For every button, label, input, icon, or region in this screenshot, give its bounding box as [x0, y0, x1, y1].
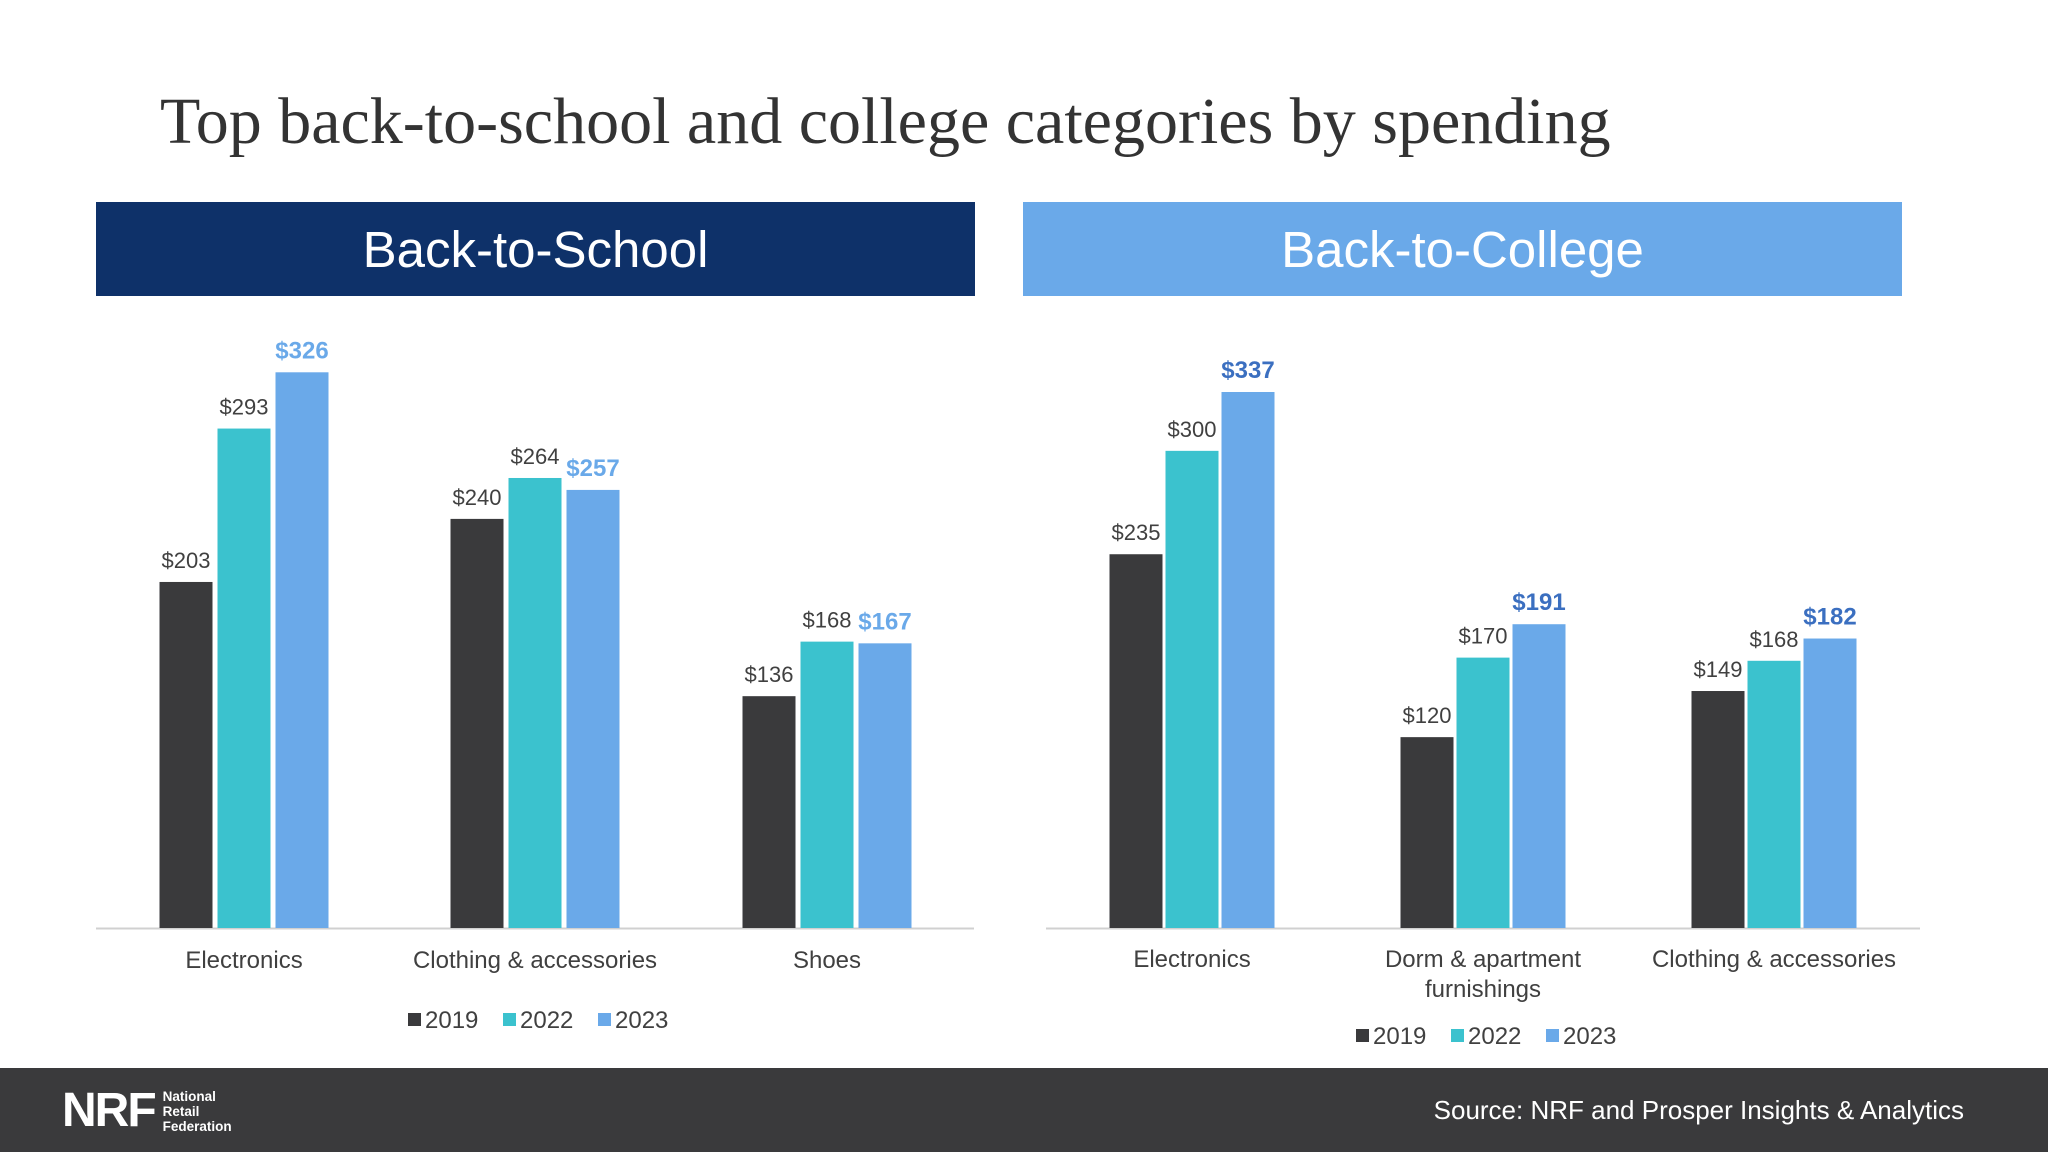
logo-word: National — [162, 1088, 216, 1104]
bar-2019 — [159, 581, 213, 928]
legend-label-2023: 2023 — [1563, 1023, 1616, 1050]
bar-2019 — [1109, 554, 1163, 928]
back-to-school-header-label: Back-to-School — [362, 220, 709, 278]
data-label-2019: $120 — [1403, 703, 1452, 728]
bar-2023 — [1512, 624, 1566, 928]
data-label-2022: $170 — [1459, 624, 1508, 649]
bar-2019 — [1400, 737, 1454, 928]
back-to-college-header: Back-to-College — [1023, 202, 1902, 296]
category-label: Electronics — [185, 947, 302, 974]
bar-2022 — [508, 477, 562, 928]
data-label-2019: $235 — [1112, 520, 1161, 545]
bar-2022 — [1456, 657, 1510, 928]
bar-2022 — [1747, 660, 1801, 928]
data-label-2022: $300 — [1168, 417, 1217, 442]
legend-swatch-2019 — [408, 1013, 421, 1026]
data-label-2019: $203 — [162, 548, 211, 573]
bar-2023 — [858, 643, 912, 928]
bar-2023 — [566, 489, 620, 928]
bar-2023 — [275, 372, 329, 928]
nrf-logo: NRF National Retail Federation — [62, 1086, 232, 1136]
legend-label-2019: 2019 — [425, 1007, 478, 1034]
data-label-2023: $167 — [858, 608, 911, 635]
bar-2022 — [1165, 450, 1219, 928]
data-label-2022: $168 — [803, 608, 852, 633]
category-label: Clothing & accessories — [1652, 946, 1896, 973]
bar-2019 — [742, 696, 796, 928]
bar-2023 — [1803, 638, 1857, 928]
legend-label-2022: 2022 — [520, 1007, 573, 1034]
legend-swatch-2023 — [598, 1013, 611, 1026]
category-label: Shoes — [793, 947, 861, 974]
category-label: furnishings — [1425, 976, 1541, 1003]
logo-word: Retail — [162, 1103, 200, 1119]
bar-2022 — [800, 641, 854, 928]
legend-label-2023: 2023 — [615, 1007, 668, 1034]
source-text: Source: NRF and Prosper Insights & Analy… — [1433, 1095, 1964, 1125]
bar-2019 — [450, 518, 504, 928]
data-label-2019: $136 — [745, 662, 794, 687]
category-label: Clothing & accessories — [413, 947, 657, 974]
legend-swatch-2022 — [1451, 1029, 1464, 1042]
nrf-logo-mark: NRF — [62, 1084, 157, 1137]
data-label-2023: $182 — [1803, 604, 1856, 631]
back-to-college-header-label: Back-to-College — [1281, 220, 1644, 278]
bar-2019 — [1691, 691, 1745, 928]
bar-2022 — [217, 428, 271, 928]
back-to-school-header: Back-to-School — [96, 202, 975, 296]
data-label-2022: $168 — [1750, 627, 1799, 652]
footer-bar: NRF National Retail Federation Source: N… — [0, 1068, 2048, 1152]
page-title: Top back-to-school and college categorie… — [160, 85, 1611, 158]
bar-charts: $203 $293 $326 Electronics $240 $264 $257 Cloth… — [96, 337, 1920, 1050]
logo-word: Federation — [162, 1118, 232, 1134]
legend-label-2019: 2019 — [1373, 1023, 1426, 1050]
data-label-2023: $326 — [275, 337, 328, 364]
data-label-2023: $257 — [566, 455, 619, 482]
legend-label-2022: 2022 — [1468, 1023, 1521, 1050]
data-label-2022: $264 — [511, 444, 560, 469]
data-label-2019: $149 — [1694, 657, 1743, 682]
legend-swatch-2019 — [1356, 1029, 1369, 1042]
data-label-2023: $337 — [1221, 357, 1274, 384]
legend-swatch-2023 — [1546, 1029, 1559, 1042]
legend-swatch-2022 — [503, 1013, 516, 1026]
data-label-2023: $191 — [1512, 589, 1565, 616]
category-label: Dorm & apartment — [1385, 946, 1581, 973]
nrf-logo-words: National Retail Federation — [163, 1089, 232, 1134]
bar-2023 — [1221, 392, 1275, 929]
category-label: Electronics — [1133, 946, 1250, 973]
data-label-2019: $240 — [453, 485, 502, 510]
data-label-2022: $293 — [220, 395, 269, 420]
